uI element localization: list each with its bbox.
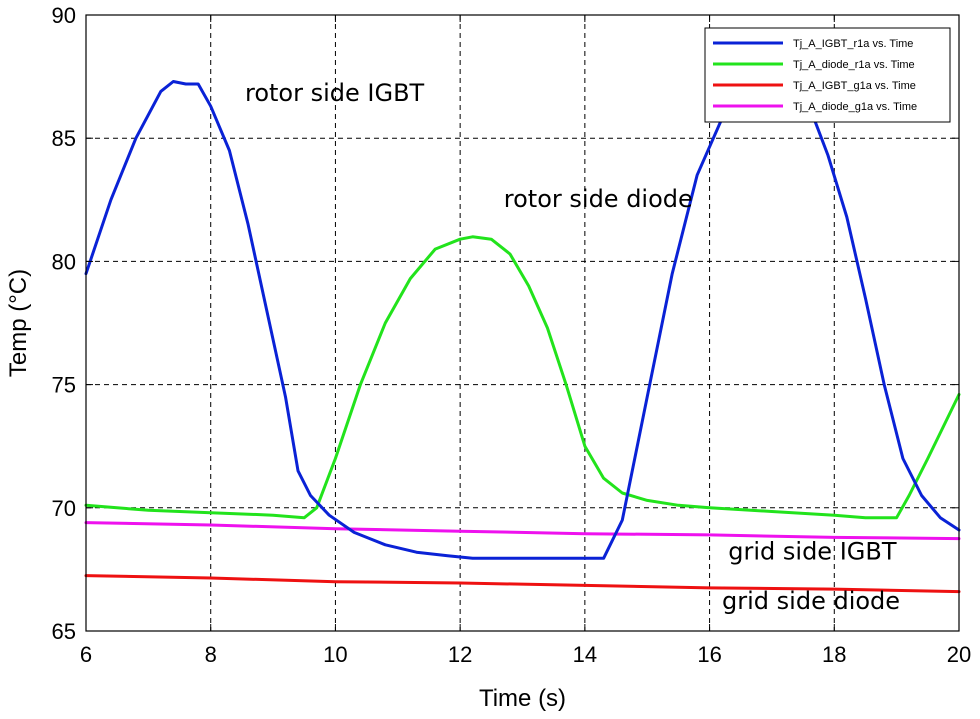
y-tick-label: 65 — [52, 619, 76, 644]
x-tick-label: 10 — [323, 642, 347, 667]
x-tick-label: 18 — [822, 642, 846, 667]
series-line — [84, 80, 961, 560]
x-tick-label: 20 — [947, 642, 971, 667]
y-tick-label: 85 — [52, 126, 76, 151]
x-axis-label: Time (s) — [479, 685, 566, 712]
legend-entry: Tj_A_IGBT_r1a vs. Time — [793, 38, 913, 50]
annotation-label: rotor side IGBT — [245, 79, 425, 107]
series-line — [84, 574, 961, 594]
plot-area-frame — [85, 14, 960, 632]
annotation-label: grid side IGBT — [728, 538, 897, 566]
y-tick-label: 80 — [52, 249, 76, 274]
axis-ticks: 6 8 10 12 14 16 18 20 65 70 75 80 85 90 — [52, 3, 972, 667]
y-tick-label: 75 — [52, 373, 76, 398]
x-tick-label: 16 — [697, 642, 721, 667]
legend-entry: Tj_A_diode_r1a vs. Time — [793, 59, 915, 71]
series-line — [84, 521, 961, 541]
annotation-label: rotor side diode — [504, 185, 693, 213]
legend-entry: Tj_A_diode_g1a vs. Time — [793, 101, 917, 113]
x-tick-label: 14 — [573, 642, 597, 667]
x-tick-label: 8 — [205, 642, 217, 667]
annotation-label: grid side diode — [722, 587, 900, 615]
x-tick-label: 12 — [448, 642, 472, 667]
y-tick-label: 90 — [52, 3, 76, 28]
y-tick-label: 70 — [52, 496, 76, 521]
y-axis-label: Temp (°C) — [5, 269, 32, 377]
legend: Tj_A_IGBT_r1a vs. Time Tj_A_diode_r1a vs.… — [704, 27, 951, 123]
annotations: rotor side IGBT rotor side diode grid side… — [245, 79, 900, 615]
series-line — [84, 235, 961, 520]
series-lines — [84, 80, 961, 594]
legend-entry: Tj_A_IGBT_g1a vs. Time — [793, 80, 916, 92]
x-tick-label: 6 — [80, 642, 92, 667]
